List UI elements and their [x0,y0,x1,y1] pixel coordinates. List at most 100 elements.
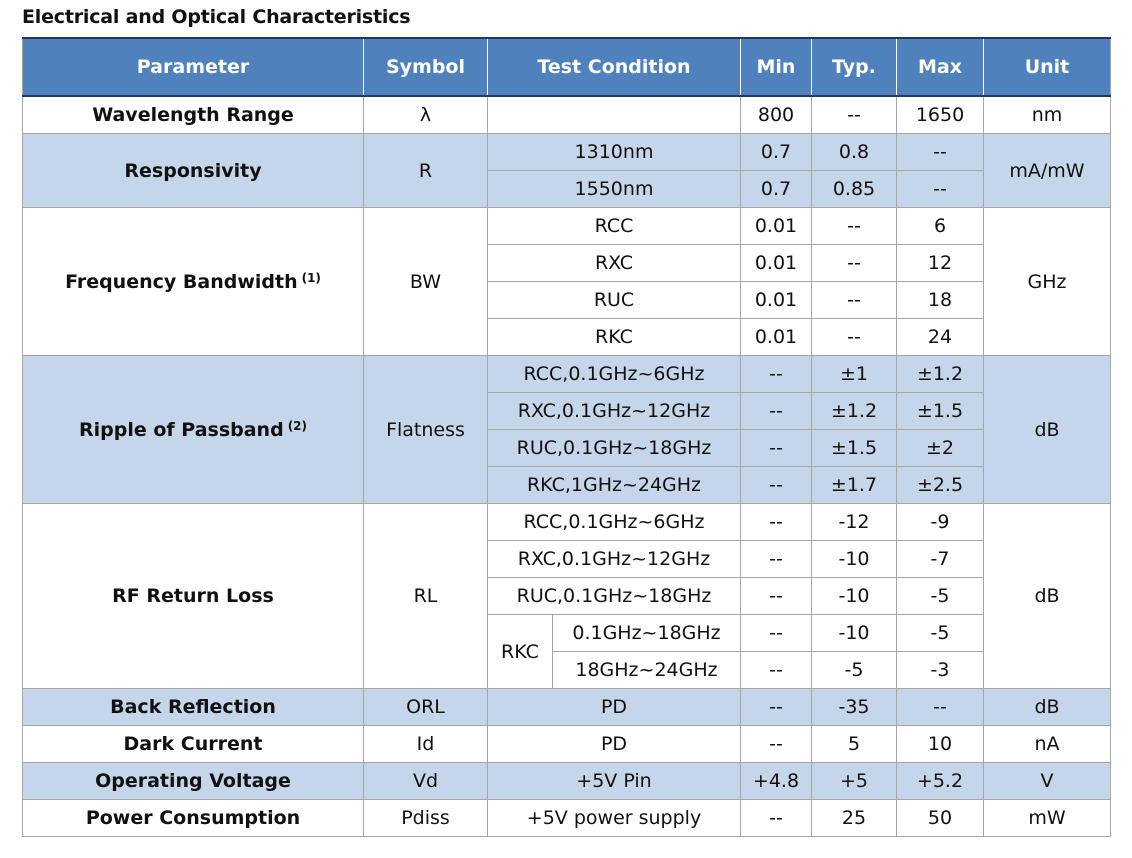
unit-cell: nA [983,725,1111,763]
condition-cell: RXC,0.1GHz~12GHz [487,392,741,430]
symbol-cell: R [363,133,488,208]
max-cell: 12 [896,244,984,282]
max-cell: -- [896,133,984,171]
symbol-cell: RL [363,503,488,689]
typ-cell: 0.85 [811,170,897,208]
condition-cell: RCC,0.1GHz~6GHz [487,355,741,393]
table-title: Electrical and Optical Characteristics [22,6,411,28]
symbol-cell: Id [363,725,488,763]
param-label: Operating Voltage [22,762,364,800]
max-cell: +5.2 [896,762,984,800]
max-cell: -- [896,688,984,726]
typ-cell: ±1.7 [811,466,897,504]
unit-cell: dB [983,688,1111,726]
typ-cell: 25 [811,799,897,837]
min-cell: -- [740,466,812,504]
param-label: Frequency Bandwidth (1) [22,207,364,356]
condition-cell: 18GHz~24GHz [552,651,741,689]
max-cell: 1650 [896,95,984,134]
max-cell: ±2 [896,429,984,467]
unit-cell: GHz [983,207,1111,356]
condition-cell: RKC [487,318,741,356]
min-cell: 0.7 [740,133,812,171]
condition-cell: RUC,0.1GHz~18GHz [487,577,741,615]
table-row: RKC,1GHz~24GHz -- ±1.7 ±2.5 [23,466,1111,504]
unit-cell: V [983,762,1111,800]
symbol-cell: BW [363,207,488,356]
table-row: Ripple of Passband (2) Flatness RCC,0.1GH… [22,355,1111,504]
header-min: Min [740,37,812,97]
min-cell: -- [740,429,812,467]
table-row: RXC 0.01 -- 12 [23,244,1111,282]
table-row: RKC 0.1GHz~18GHz -- -10 -5 [23,614,1111,689]
condition-cell: 0.1GHz~18GHz [552,614,741,652]
min-cell: -- [740,725,812,763]
table-row: 18GHz~24GHz -- -5 -3 [23,651,1111,689]
min-cell: -- [740,614,812,652]
header-typ: Typ. [811,37,897,97]
max-cell: 50 [896,799,984,837]
header-row: Parameter Symbol Test Condition Min Typ.… [22,37,1111,97]
condition-cell: RKC,1GHz~24GHz [487,466,741,504]
table-row: RF Return Loss RL RCC,0.1GHz~6GHz -- -12… [22,503,1111,689]
condition-cell: RCC [487,207,741,245]
max-cell: 10 [896,725,984,763]
typ-cell: ±1.2 [811,392,897,430]
characteristics-table: Parameter Symbol Test Condition Min Typ.… [22,37,1111,837]
max-cell: 6 [896,207,984,245]
param-label: Ripple of Passband (2) [22,355,364,504]
header-unit: Unit [983,37,1111,97]
min-cell: -- [740,651,812,689]
typ-cell: -5 [811,651,897,689]
min-cell: -- [740,799,812,837]
typ-cell: -- [811,318,897,356]
param-text: Ripple of Passband [78,418,284,441]
param-label: Back Reflection [22,688,364,726]
max-cell: ±1.5 [896,392,984,430]
condition-cell: +5V power supply [487,799,741,837]
table-row: Frequency Bandwidth (1) BW RCC 0.01 -- 6 … [22,207,1111,356]
typ-cell: +5 [811,762,897,800]
table-row: Dark Current Id PD -- 5 10 nA [22,725,1111,763]
param-label: Dark Current [22,725,364,763]
condition-cell: RCC,0.1GHz~6GHz [487,503,741,541]
min-cell: 800 [740,95,812,134]
max-cell: -5 [896,577,984,615]
footnote-marker: (2) [287,418,308,433]
table-row: Responsivity R 1310nm 0.7 0.8 -- mA/mW [22,133,1111,208]
max-cell: -7 [896,540,984,578]
typ-cell: -10 [811,614,897,652]
typ-cell: 5 [811,725,897,763]
typ-cell: -35 [811,688,897,726]
min-cell: 0.01 [740,281,812,319]
typ-cell: -- [811,95,897,134]
min-cell: -- [740,503,812,541]
header-parameter: Parameter [22,37,364,97]
header-symbol: Symbol [363,37,488,97]
max-cell: -5 [896,614,984,652]
unit-cell: nm [983,95,1111,134]
min-cell: -- [740,577,812,615]
typ-cell: ±1.5 [811,429,897,467]
symbol-cell: Flatness [363,355,488,504]
param-label: Wavelength Range [22,95,364,134]
min-cell: 0.7 [740,170,812,208]
param-label: Power Consumption [22,799,364,837]
table-row: Back Reflection ORL PD -- -35 -- dB [22,688,1111,726]
rkc-group-label: RKC [487,614,553,689]
table-row: Operating Voltage Vd +5V Pin +4.8 +5 +5.… [22,762,1111,800]
max-cell: -- [896,170,984,208]
min-cell: +4.8 [740,762,812,800]
symbol-cell: Pdiss [363,799,488,837]
typ-cell: -10 [811,577,897,615]
param-text: Frequency Bandwidth [65,270,298,293]
max-cell: ±1.2 [896,355,984,393]
typ-cell: -- [811,281,897,319]
param-label: RF Return Loss [22,503,364,689]
condition-cell: PD [487,725,741,763]
unit-cell: mW [983,799,1111,837]
typ-cell: -- [811,244,897,282]
typ-cell: ±1 [811,355,897,393]
min-cell: -- [740,392,812,430]
condition-cell: RUC [487,281,741,319]
